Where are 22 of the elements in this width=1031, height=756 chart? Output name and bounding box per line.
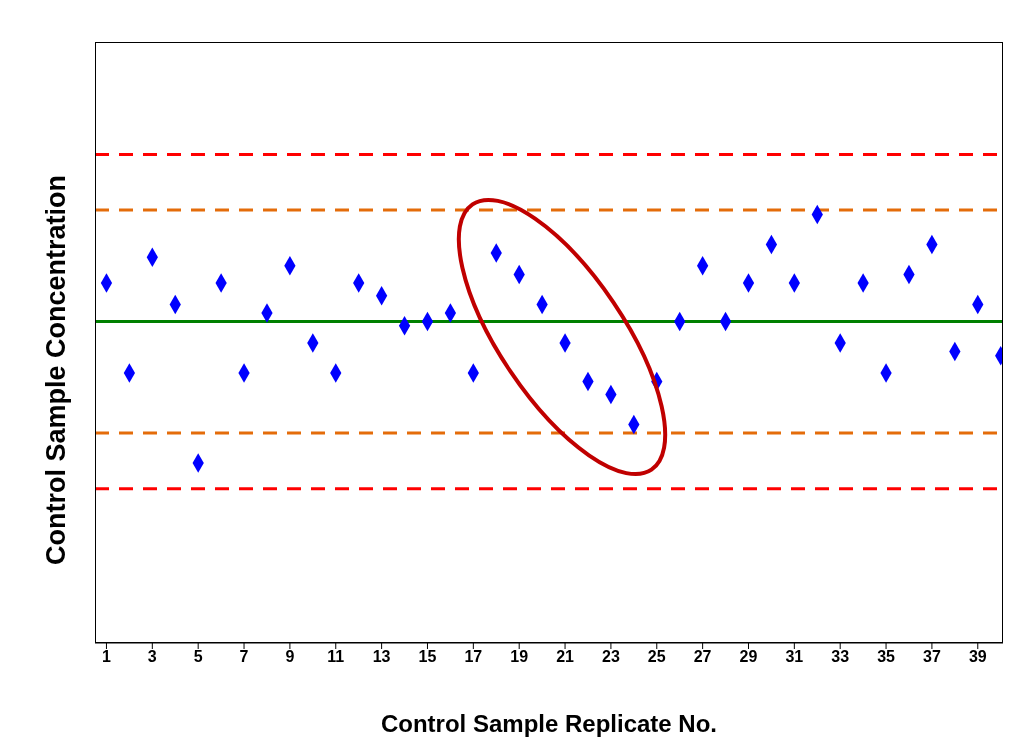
- x-tick-label: 33: [831, 648, 850, 666]
- x-tick-label: 27: [693, 648, 712, 666]
- x-tick-label: 1: [102, 648, 112, 666]
- x-tick-label: 35: [877, 648, 896, 666]
- x-tick-label: 25: [647, 648, 666, 666]
- x-tick-label: 7: [239, 648, 249, 666]
- x-tick-label: 5: [193, 648, 203, 666]
- y-axis-title: Control Sample Concentration: [41, 174, 72, 567]
- x-tick-label: 23: [602, 648, 620, 666]
- x-tick-label: 37: [923, 648, 941, 666]
- x-tick-label: 17: [464, 648, 483, 666]
- x-tick-label: 15: [418, 648, 437, 666]
- x-axis-title: Control Sample Replicate No.: [379, 710, 719, 738]
- x-tick-label: 19: [510, 648, 529, 666]
- x-tick-label: 13: [372, 648, 391, 666]
- x-tick-label: 29: [739, 648, 758, 666]
- x-tick-label: 3: [147, 648, 157, 666]
- x-tick-label: 31: [785, 648, 804, 666]
- x-tick-label: 39: [968, 648, 987, 666]
- x-tick-label: 11: [327, 648, 345, 666]
- x-tick-label: 9: [285, 648, 295, 666]
- x-tick-label: 21: [556, 648, 575, 666]
